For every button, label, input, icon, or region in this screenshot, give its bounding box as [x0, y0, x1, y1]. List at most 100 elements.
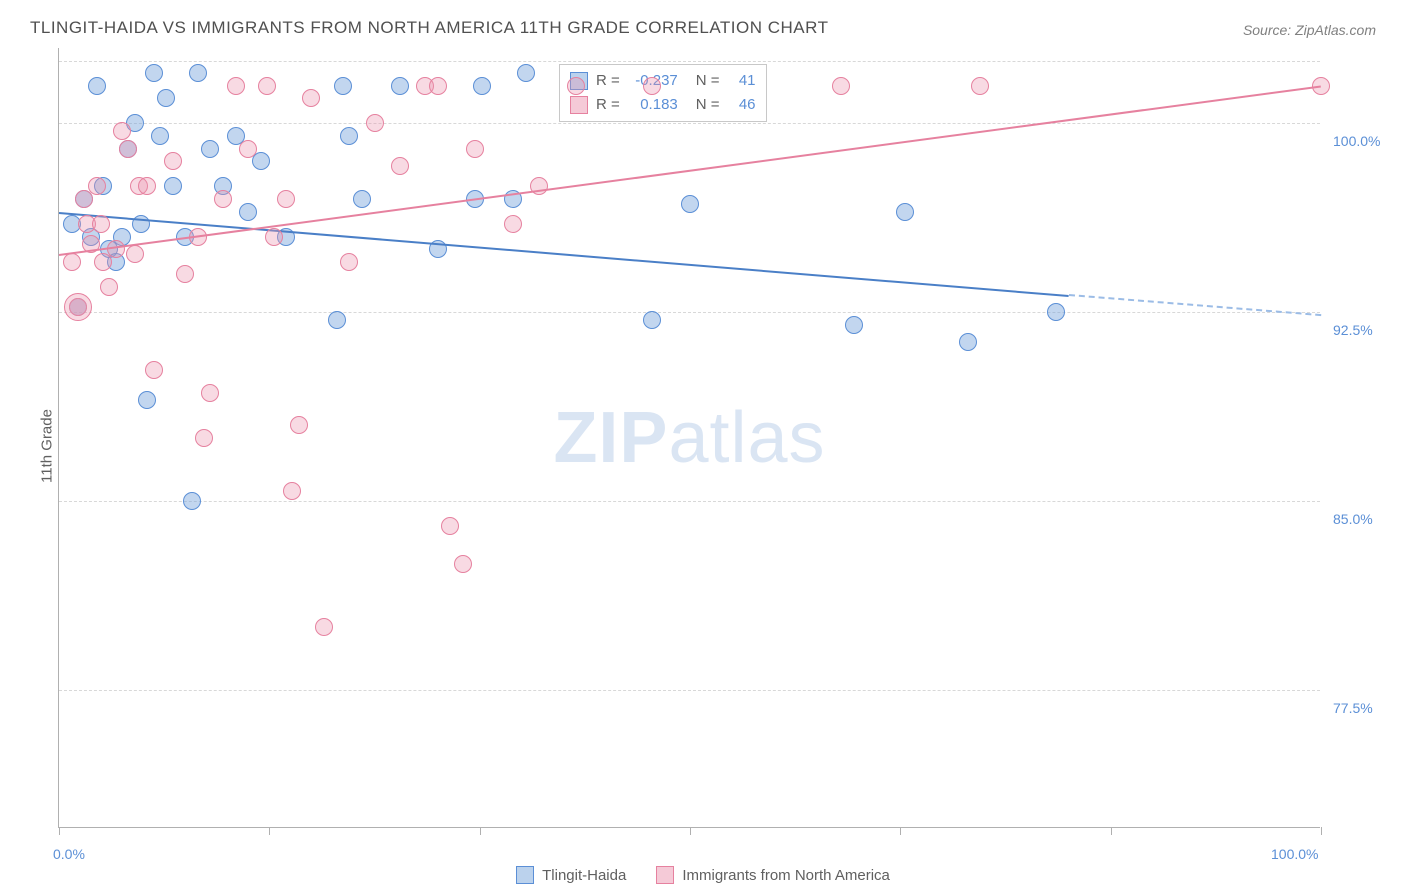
- stat-r-label: R =: [596, 69, 620, 93]
- data-point: [138, 391, 156, 409]
- data-point: [1047, 303, 1065, 321]
- data-point: [63, 253, 81, 271]
- data-point: [567, 77, 585, 95]
- data-point: [896, 203, 914, 221]
- data-point: [466, 140, 484, 158]
- gridline: [59, 690, 1320, 691]
- data-point: [126, 245, 144, 263]
- watermark: ZIPatlas: [553, 397, 825, 479]
- data-point: [340, 253, 358, 271]
- data-point: [145, 64, 163, 82]
- data-point: [100, 278, 118, 296]
- data-point: [277, 190, 295, 208]
- data-point: [971, 77, 989, 95]
- legend: Tlingit-Haida Immigrants from North Ameri…: [0, 866, 1406, 884]
- chart-title: TLINGIT-HAIDA VS IMMIGRANTS FROM NORTH A…: [30, 18, 829, 38]
- data-point: [138, 177, 156, 195]
- data-point: [832, 77, 850, 95]
- data-point: [681, 195, 699, 213]
- data-point: [107, 240, 125, 258]
- y-tick-label: 100.0%: [1333, 133, 1380, 149]
- data-point: [334, 77, 352, 95]
- legend-label: Immigrants from North America: [682, 867, 890, 884]
- chart-header: TLINGIT-HAIDA VS IMMIGRANTS FROM NORTH A…: [30, 18, 1376, 38]
- data-point: [119, 140, 137, 158]
- data-point: [176, 265, 194, 283]
- data-point: [366, 114, 384, 132]
- data-point: [195, 429, 213, 447]
- x-tick: [1111, 827, 1112, 835]
- stats-row: R =-0.237N =41: [570, 69, 756, 93]
- chart-source: Source: ZipAtlas.com: [1243, 22, 1376, 38]
- y-tick-label: 92.5%: [1333, 322, 1373, 338]
- plot-area: ZIPatlas R =-0.237N =41R =0.183N =46 77.…: [58, 48, 1320, 828]
- x-tick-label: 0.0%: [53, 846, 85, 862]
- legend-swatch: [656, 866, 674, 884]
- stats-box: R =-0.237N =41R =0.183 N =46: [559, 64, 767, 122]
- data-point: [315, 618, 333, 636]
- data-point: [845, 316, 863, 334]
- legend-item: Tlingit-Haida: [516, 866, 626, 884]
- data-point: [113, 122, 131, 140]
- data-point: [214, 190, 232, 208]
- data-point: [201, 384, 219, 402]
- gridline: [59, 61, 1320, 62]
- data-point: [88, 77, 106, 95]
- data-point: [88, 177, 106, 195]
- stat-n-value: 41: [726, 69, 756, 93]
- x-tick: [900, 827, 901, 835]
- data-point: [157, 89, 175, 107]
- gridline: [59, 501, 1320, 502]
- data-point: [429, 77, 447, 95]
- gridline: [59, 312, 1320, 313]
- x-tick-label: 100.0%: [1271, 846, 1318, 862]
- data-point: [164, 152, 182, 170]
- x-tick: [59, 827, 60, 835]
- gridline: [59, 123, 1320, 124]
- y-tick-label: 77.5%: [1333, 700, 1373, 716]
- x-tick: [269, 827, 270, 835]
- data-point: [239, 203, 257, 221]
- legend-swatch: [570, 96, 588, 114]
- stat-r-value: 0.183: [626, 93, 678, 117]
- data-point: [391, 157, 409, 175]
- stat-n-label: N =: [696, 69, 720, 93]
- y-axis-label: 11th Grade: [38, 409, 55, 483]
- data-point: [517, 64, 535, 82]
- legend-label: Tlingit-Haida: [542, 867, 626, 884]
- data-point: [265, 228, 283, 246]
- data-point: [227, 77, 245, 95]
- stat-r-label: R =: [596, 93, 620, 117]
- stats-row: R =0.183 N =46: [570, 93, 756, 117]
- data-point: [239, 140, 257, 158]
- data-point: [189, 64, 207, 82]
- stat-n-value: 46: [726, 93, 756, 117]
- data-point: [643, 77, 661, 95]
- data-point: [454, 555, 472, 573]
- x-tick: [690, 827, 691, 835]
- data-point-large: [64, 293, 92, 321]
- data-point: [164, 177, 182, 195]
- data-point: [290, 416, 308, 434]
- x-tick: [1321, 827, 1322, 835]
- y-tick-label: 85.0%: [1333, 511, 1373, 527]
- data-point: [340, 127, 358, 145]
- data-point: [353, 190, 371, 208]
- legend-item: Immigrants from North America: [656, 866, 890, 884]
- data-point: [643, 311, 661, 329]
- legend-swatch: [516, 866, 534, 884]
- data-point: [283, 482, 301, 500]
- data-point: [92, 215, 110, 233]
- data-point: [441, 517, 459, 535]
- x-tick: [480, 827, 481, 835]
- trend-line: [59, 212, 1069, 297]
- stat-n-label: N =: [696, 93, 720, 117]
- data-point: [145, 361, 163, 379]
- data-point: [391, 77, 409, 95]
- data-point: [504, 215, 522, 233]
- data-point: [328, 311, 346, 329]
- data-point: [201, 140, 219, 158]
- data-point: [183, 492, 201, 510]
- data-point: [473, 77, 491, 95]
- data-point: [258, 77, 276, 95]
